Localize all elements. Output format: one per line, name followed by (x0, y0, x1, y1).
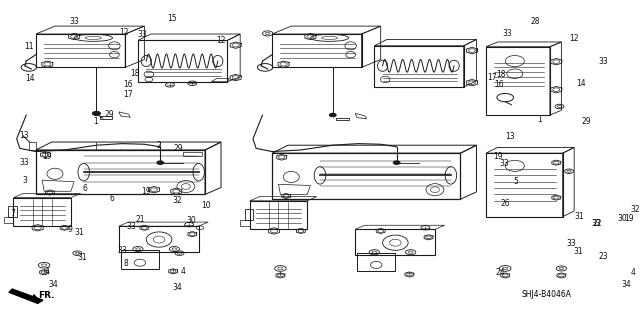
Text: 12: 12 (569, 34, 579, 43)
Text: 5: 5 (513, 177, 518, 186)
Text: 33: 33 (69, 17, 79, 26)
Circle shape (157, 161, 164, 164)
Text: 31: 31 (74, 228, 84, 237)
Text: 28: 28 (531, 17, 540, 26)
Text: 11: 11 (24, 42, 33, 51)
Text: 18: 18 (496, 70, 506, 79)
Text: 33: 33 (126, 222, 136, 231)
Text: 2: 2 (156, 141, 161, 150)
Text: 13: 13 (19, 131, 29, 140)
Text: 9: 9 (67, 225, 72, 234)
Text: 16: 16 (124, 80, 133, 89)
Text: 1: 1 (93, 117, 97, 126)
Text: 33: 33 (591, 219, 602, 228)
Text: 33: 33 (502, 29, 512, 38)
Text: 12: 12 (119, 28, 129, 37)
Text: 31: 31 (77, 254, 86, 263)
Text: SHJ4-B4046A: SHJ4-B4046A (522, 290, 572, 299)
Text: 24: 24 (496, 268, 506, 278)
Text: 33: 33 (598, 56, 609, 65)
Text: 12: 12 (216, 36, 226, 45)
Text: 3: 3 (22, 176, 28, 185)
Circle shape (330, 114, 336, 117)
Text: 33: 33 (566, 239, 576, 248)
Text: 32: 32 (172, 196, 182, 205)
Text: 33: 33 (117, 246, 127, 255)
Text: 13: 13 (505, 132, 515, 141)
Text: 6: 6 (83, 184, 88, 193)
Text: 33: 33 (19, 158, 29, 167)
Text: 19: 19 (141, 187, 150, 196)
Text: 23: 23 (599, 252, 609, 261)
Text: 29: 29 (104, 110, 114, 119)
Text: 33: 33 (138, 30, 147, 39)
Text: 14: 14 (25, 74, 35, 83)
Text: 4: 4 (631, 268, 636, 278)
Text: 4: 4 (181, 267, 186, 276)
Text: FR.: FR. (38, 291, 54, 300)
Text: 17: 17 (488, 73, 497, 82)
Text: 19: 19 (42, 152, 51, 161)
Text: 18: 18 (130, 69, 140, 78)
Text: 6: 6 (109, 194, 115, 203)
Text: 30: 30 (186, 216, 196, 225)
Text: 31: 31 (573, 247, 583, 256)
Text: 33: 33 (500, 159, 509, 168)
Text: 19: 19 (493, 152, 502, 161)
Text: 16: 16 (495, 80, 504, 89)
Text: 31: 31 (575, 212, 584, 221)
Text: 10: 10 (202, 201, 211, 210)
Text: 21: 21 (135, 215, 145, 224)
Text: 17: 17 (124, 90, 133, 99)
Text: 26: 26 (500, 199, 510, 208)
Circle shape (93, 112, 100, 115)
Text: 15: 15 (167, 14, 177, 23)
Text: 1: 1 (538, 115, 542, 124)
Text: 4: 4 (44, 267, 49, 276)
Text: 29: 29 (173, 144, 183, 152)
Text: 34: 34 (49, 280, 59, 289)
Text: 30: 30 (617, 214, 627, 223)
Polygon shape (9, 289, 43, 303)
Text: 34: 34 (172, 283, 182, 292)
Text: 7: 7 (10, 209, 15, 218)
Text: 29: 29 (582, 117, 591, 126)
Text: 19: 19 (624, 214, 634, 223)
Text: 14: 14 (576, 79, 586, 88)
Text: 22: 22 (593, 219, 602, 228)
Text: 32: 32 (630, 205, 639, 214)
Circle shape (394, 161, 400, 164)
Text: 8: 8 (124, 259, 128, 268)
Text: 34: 34 (621, 279, 632, 288)
